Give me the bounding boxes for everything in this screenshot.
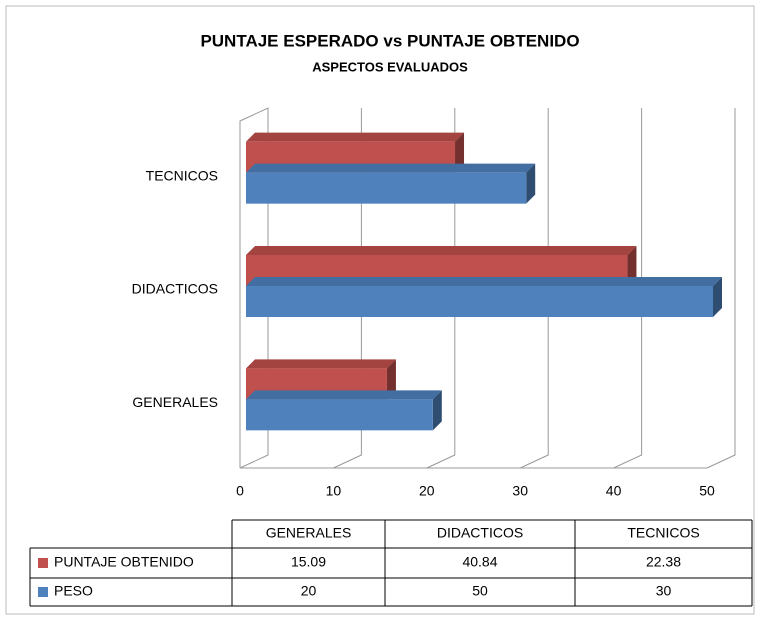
grid-line	[613, 108, 643, 469]
chart-subtitle: ASPECTOS EVALUADOS	[312, 59, 468, 74]
y-tick-label: TECNICOS	[146, 167, 218, 183]
bar	[246, 399, 433, 431]
bar-side	[432, 390, 442, 431]
grid-line	[519, 108, 549, 469]
bar-side	[713, 277, 722, 317]
x-tick-label: 0	[236, 483, 244, 499]
table-header: GENERALES	[266, 525, 352, 541]
bar-top	[246, 277, 722, 286]
x-tick-label: 50	[699, 483, 715, 499]
table-cell: 20	[301, 583, 317, 599]
table-header: TECNICOS	[627, 525, 699, 541]
bar	[246, 286, 713, 317]
x-tick-label: 10	[326, 483, 342, 499]
table-cell: 50	[472, 583, 488, 599]
table-cell: 30	[656, 583, 672, 599]
table-cell: 40.84	[462, 554, 497, 570]
x-tick-label: 30	[512, 483, 528, 499]
table-cell: 15.09	[291, 554, 326, 570]
table-header: DIDACTICOS	[437, 525, 523, 541]
bar-top	[246, 246, 637, 255]
legend-swatch	[38, 558, 48, 568]
grid-line	[239, 108, 269, 469]
bar-top	[246, 163, 536, 173]
bar-top	[246, 132, 465, 142]
bar-side	[526, 163, 536, 204]
bar-top	[246, 390, 442, 400]
bar-side	[627, 246, 637, 286]
grid-line	[706, 108, 736, 469]
bar-side	[386, 359, 396, 400]
legend-label: PUNTAJE OBTENIDO	[54, 554, 194, 570]
y-tick-label: GENERALES	[132, 394, 218, 410]
chart-title: PUNTAJE ESPERADO vs PUNTAJE OBTENIDO	[200, 31, 579, 50]
bar-side	[455, 132, 465, 173]
legend-label: PESO	[54, 583, 93, 599]
bar	[246, 172, 527, 204]
y-tick-label: DIDACTICOS	[132, 281, 218, 297]
table-cell: 22.38	[646, 554, 681, 570]
legend-swatch	[38, 587, 48, 597]
grid-line	[426, 108, 456, 469]
x-tick-label: 40	[606, 483, 622, 499]
x-tick-label: 20	[419, 483, 435, 499]
bar-top	[246, 359, 396, 369]
grid-line	[333, 108, 362, 469]
